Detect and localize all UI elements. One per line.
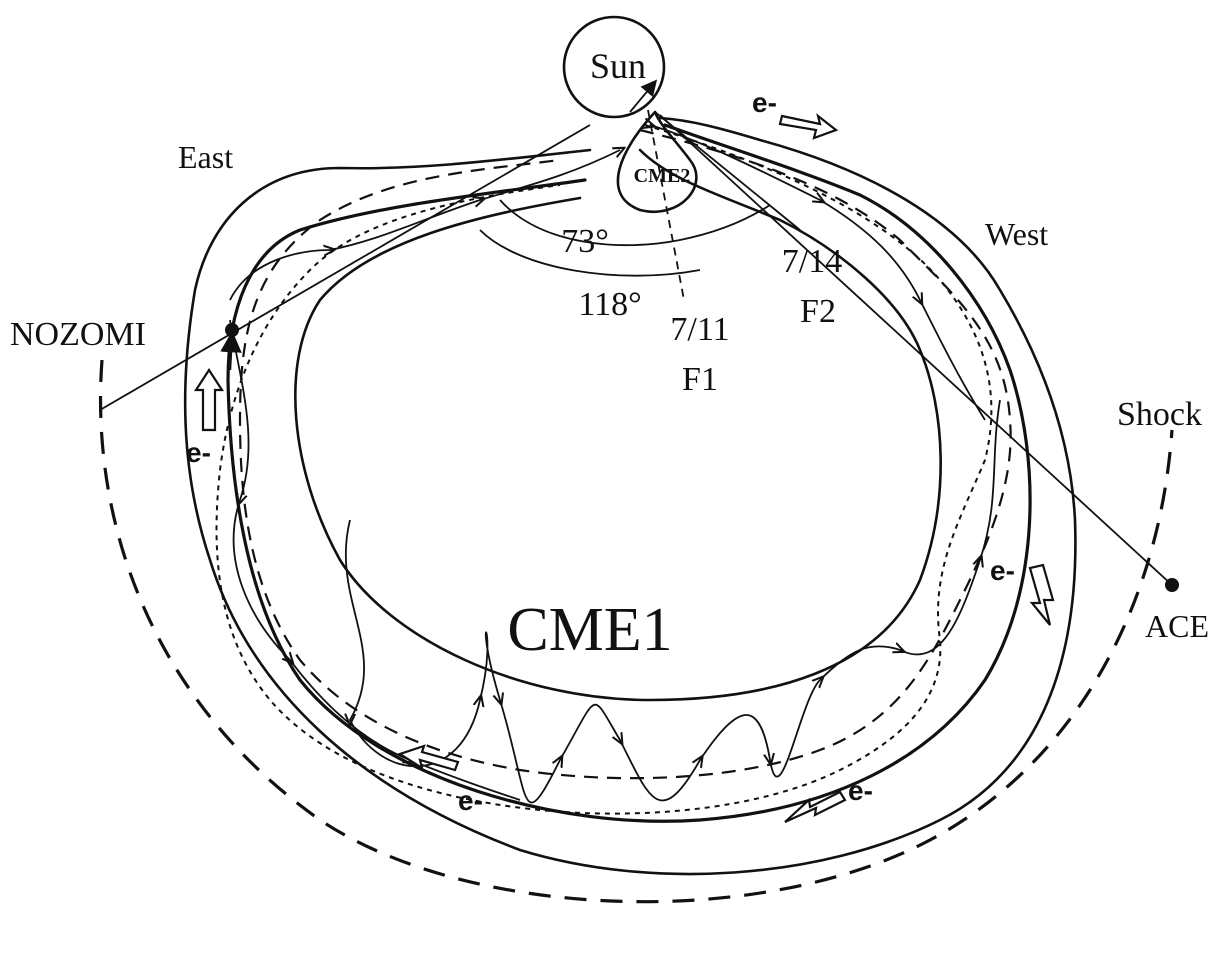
electron-flow-arrow-nozomi (193, 367, 225, 432)
west-label: West (985, 216, 1048, 252)
cme1-label: CME1 (507, 596, 672, 664)
f1-name-label: F1 (682, 361, 718, 398)
electron-flow-arrow-right (1028, 563, 1055, 626)
electron-flow-arrow-top (778, 113, 839, 140)
cme1-outer-boundary (183, 116, 1077, 876)
angle-73-label: 73° (561, 223, 609, 260)
flux-rope-short-dash-strand (215, 124, 993, 815)
nozomi-inflow-arrow (220, 330, 242, 371)
sun (562, 15, 666, 119)
nozomi-spacecraft (225, 323, 239, 337)
ace-spacecraft (1165, 578, 1179, 592)
angle-arc-73 (499, 199, 771, 247)
electron-label-right: e- (990, 555, 1015, 586)
angle-118-label: 118° (578, 286, 641, 323)
nozomi-label: NOZOMI (10, 316, 146, 353)
electron-label-nozomi: e- (186, 437, 211, 468)
electron-label-bottom-right: e- (848, 775, 873, 806)
angle-arc-118 (479, 229, 701, 277)
electron-flow-arrow-bottom-left (397, 744, 460, 772)
sun-label: Sun (590, 46, 646, 86)
f1-date-label: 7/11 (670, 311, 729, 348)
electron-label-top: e- (752, 87, 777, 118)
electron-label-bottom-left: e- (458, 785, 483, 816)
east-label: East (178, 139, 233, 175)
cme2-bubble (616, 110, 698, 213)
cme2-label: CME2 (634, 165, 691, 187)
flux-rope-dashed-strand (238, 128, 1012, 780)
flux-rope-field-line-left (229, 319, 521, 801)
shock-label: Shock (1117, 396, 1202, 433)
cme1-tube-boundary (226, 123, 1032, 823)
flare-marker (629, 79, 658, 113)
ace-label: ACE (1145, 608, 1209, 644)
f1-direction-line (647, 109, 685, 301)
sun-nozomi-line (99, 124, 591, 411)
flux-rope-field-line-top (229, 125, 986, 421)
electron-flow-arrow-bottom-right (784, 790, 847, 824)
f2-name-label: F2 (800, 293, 836, 330)
flux-rope-field-line-bottom (346, 399, 1001, 804)
shock-front (98, 359, 1174, 904)
sun-ace-line (659, 114, 1173, 586)
